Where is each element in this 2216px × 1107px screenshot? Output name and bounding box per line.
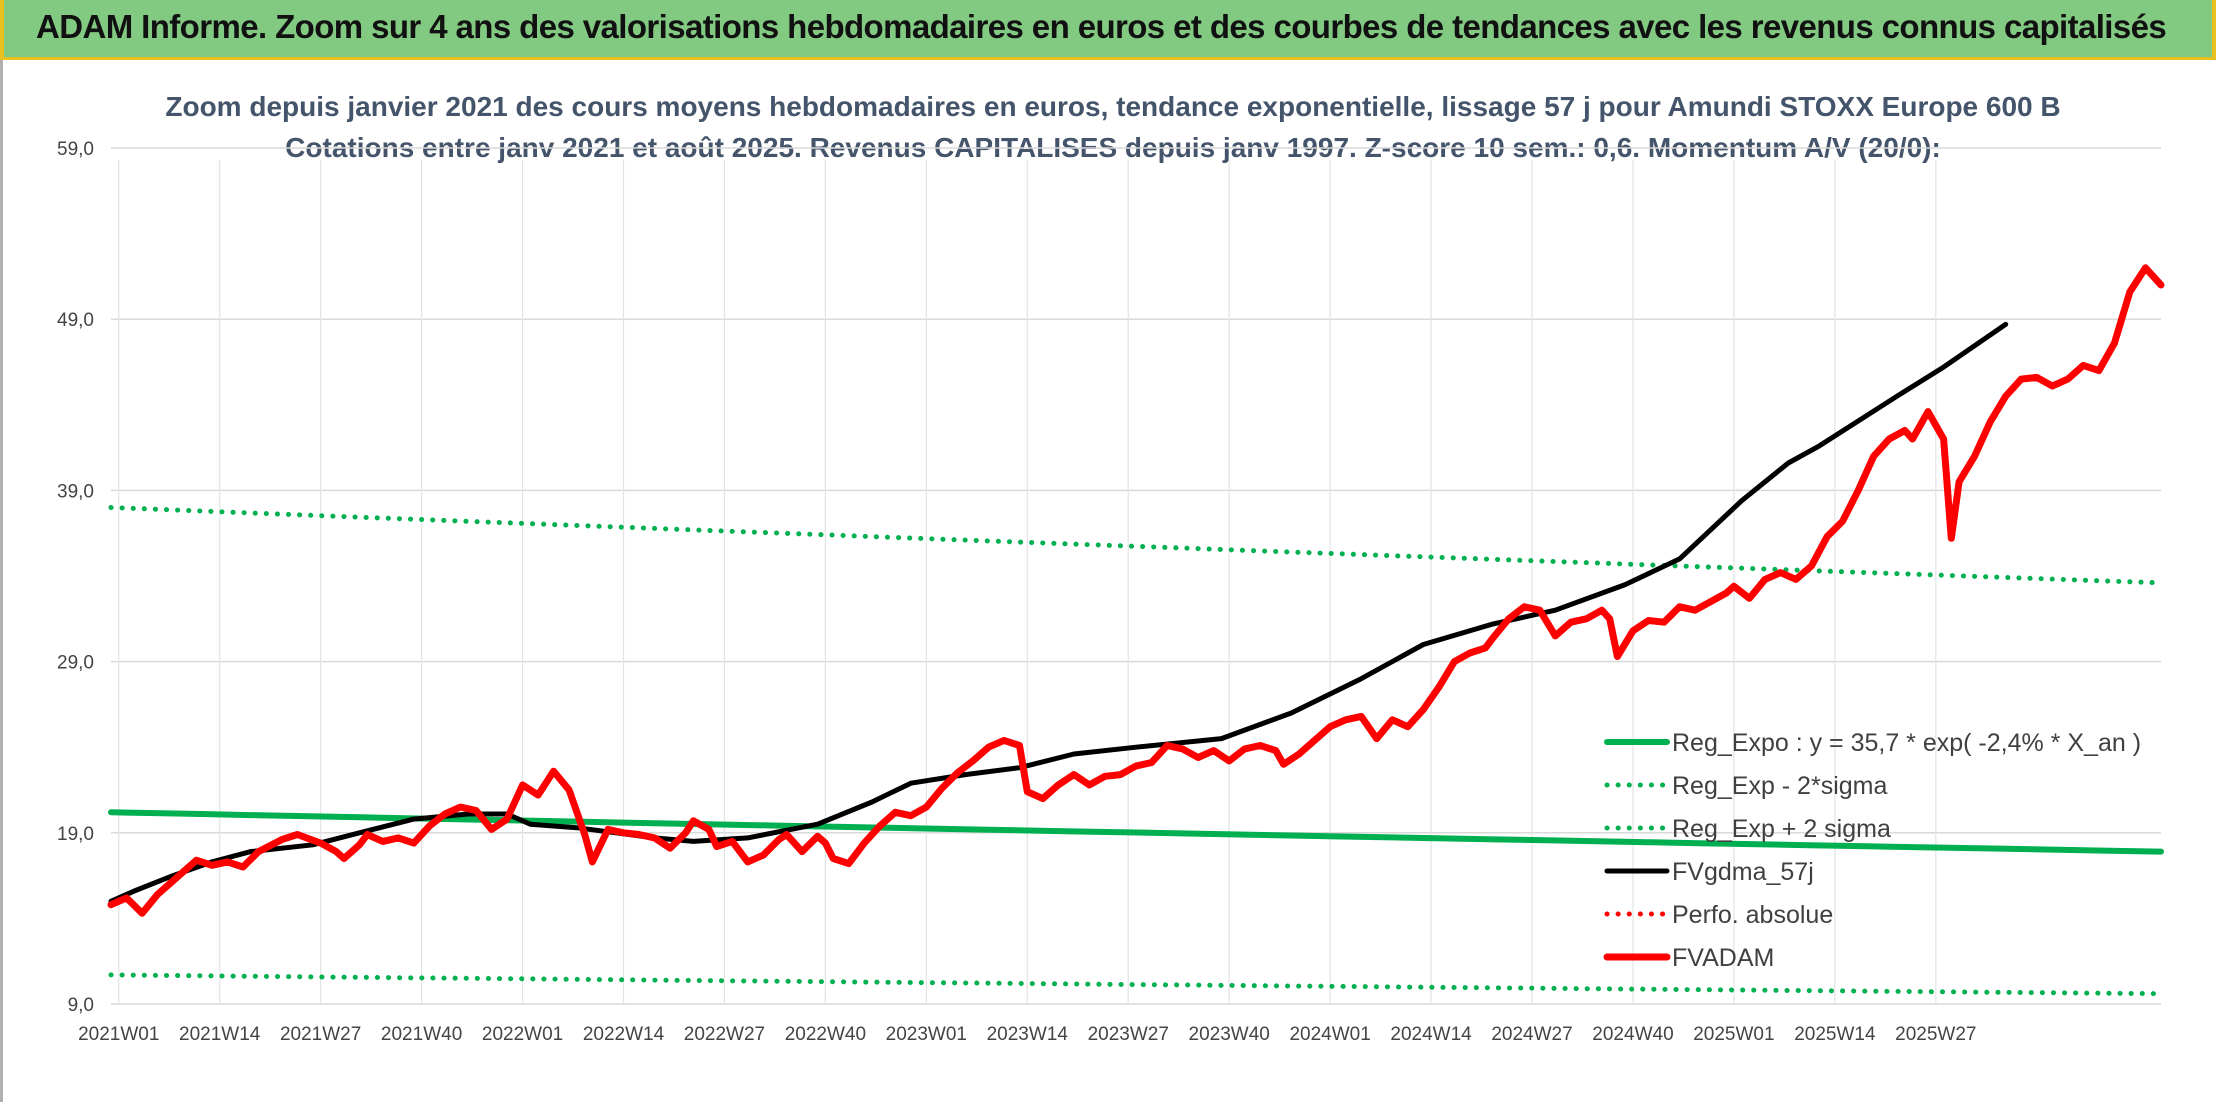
report-title: ADAM Informe. Zoom sur 4 ans des valoris… xyxy=(36,8,2167,45)
x-tick-label: 2022W01 xyxy=(482,1024,563,1045)
legend-label-2: Reg_Exp + 2 sigma xyxy=(1672,815,1891,843)
y-axis-ticks: 9,0 19,0 29,0 39,0 49,0 59,0 xyxy=(57,139,94,1016)
line-chart: Zoom depuis janvier 2021 des cours moyen… xyxy=(57,91,2165,1045)
y-tick-label: 59,0 xyxy=(57,139,94,160)
series-line-1 xyxy=(108,972,2164,997)
x-tick-label: 2022W40 xyxy=(785,1024,866,1045)
y-tick-label: 39,0 xyxy=(57,481,94,502)
legend-label-0: Reg_Expo : y = 35,7 * exp( -2,4% * X_an … xyxy=(1672,729,2141,757)
x-tick-label: 2024W40 xyxy=(1592,1024,1673,1045)
series-lines xyxy=(107,264,2165,997)
legend-label-5: FVADAM xyxy=(1672,944,1774,972)
x-tick-label: 2023W27 xyxy=(1088,1024,1169,1045)
y-tick-label: 49,0 xyxy=(57,310,94,331)
x-tick-label: 2024W01 xyxy=(1289,1024,1370,1045)
gridlines xyxy=(111,147,2161,1005)
report-banner: ADAM Informe. Zoom sur 4 ans des valoris… xyxy=(0,0,2216,60)
series-line-3 xyxy=(108,321,2009,904)
x-tick-label: 2021W01 xyxy=(78,1024,159,1045)
x-tick-label: 2023W14 xyxy=(987,1024,1069,1045)
x-tick-label: 2023W01 xyxy=(886,1024,967,1045)
legend: Reg_Expo : y = 35,7 * exp( -2,4% * X_an … xyxy=(1603,729,2141,972)
legend-label-3: FVgdma_57j xyxy=(1672,858,1814,886)
x-tick-label: 2022W14 xyxy=(583,1024,665,1045)
legend-label-4: Perfo. absolue xyxy=(1672,901,1833,929)
x-tick-label: 2021W40 xyxy=(381,1024,462,1045)
y-tick-label: 9,0 xyxy=(68,995,94,1016)
x-axis-ticks: 2021W01 2021W14 2021W27 2021W40 2022W01 2022W… xyxy=(78,1024,1976,1045)
x-tick-label: 2025W27 xyxy=(1895,1024,1976,1045)
x-tick-label: 2021W14 xyxy=(179,1024,261,1045)
series-line-5 xyxy=(107,264,2165,917)
legend-label-1: Reg_Exp - 2*sigma xyxy=(1672,772,1887,800)
x-tick-label: 2024W14 xyxy=(1390,1024,1472,1045)
x-tick-label: 2021W27 xyxy=(280,1024,361,1045)
x-tick-label: 2025W01 xyxy=(1693,1024,1774,1045)
x-tick-label: 2024W27 xyxy=(1491,1024,1572,1045)
x-tick-label: 2023W40 xyxy=(1189,1024,1270,1045)
x-tick-label: 2025W14 xyxy=(1794,1024,1876,1045)
x-tick-label: 2022W27 xyxy=(684,1024,765,1045)
chart-subtitle-line-1: Zoom depuis janvier 2021 des cours moyen… xyxy=(165,91,2060,122)
series-line-0 xyxy=(108,809,2164,855)
series-line-2 xyxy=(108,505,2164,586)
y-tick-label: 19,0 xyxy=(57,824,94,845)
chart-frame: Zoom depuis janvier 2021 des cours moyen… xyxy=(0,60,2216,1102)
y-tick-label: 29,0 xyxy=(57,653,94,674)
